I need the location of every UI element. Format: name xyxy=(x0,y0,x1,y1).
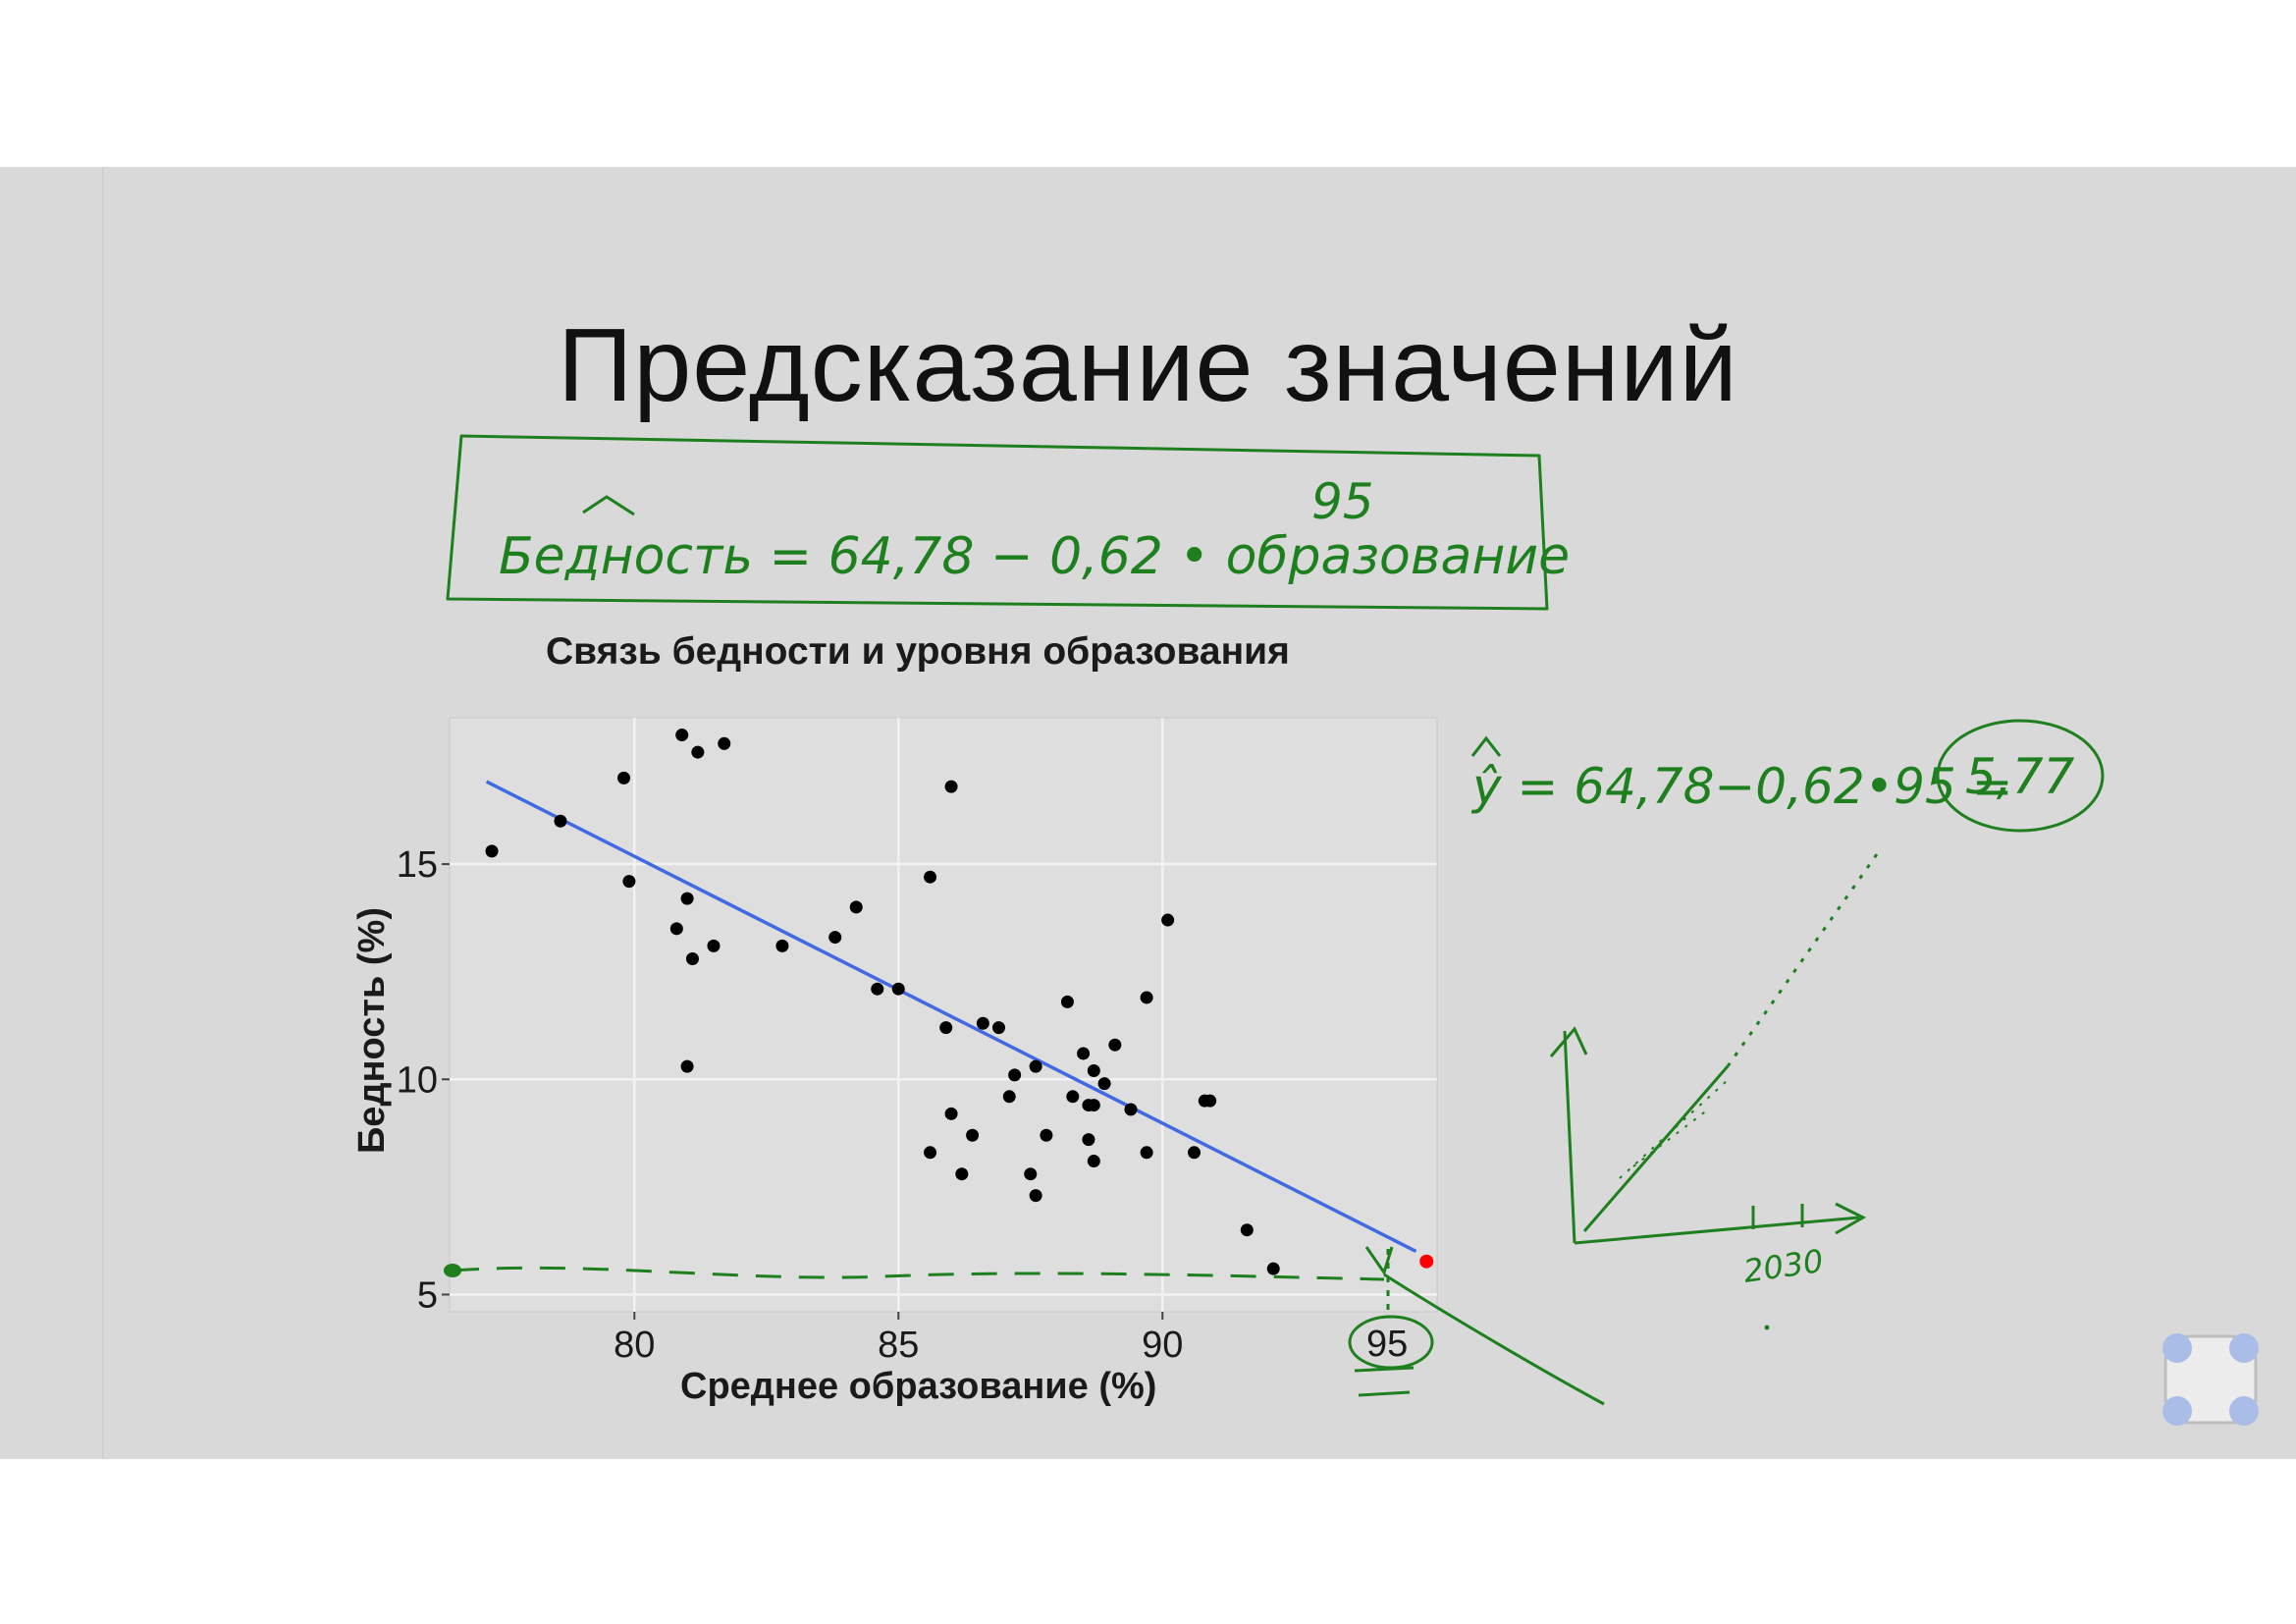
data-point xyxy=(669,922,683,936)
x-axis-underline-marks xyxy=(1354,1366,1415,1397)
data-point xyxy=(1077,1047,1091,1060)
data-points xyxy=(485,729,1280,1275)
data-point xyxy=(1082,1133,1095,1147)
data-point xyxy=(1087,1155,1100,1168)
data-point xyxy=(1266,1262,1280,1275)
y-tick-label: 15 xyxy=(397,844,438,886)
data-point xyxy=(924,870,937,884)
sketch-trend-line xyxy=(1582,1065,1730,1232)
data-point xyxy=(1124,1103,1138,1116)
hat-icon xyxy=(582,495,635,516)
y-tick-label: 10 xyxy=(397,1059,438,1101)
data-point xyxy=(1029,1189,1042,1203)
data-point xyxy=(1140,1146,1153,1160)
data-point xyxy=(1008,1068,1022,1082)
data-point xyxy=(622,875,636,889)
data-point xyxy=(691,745,705,759)
data-point xyxy=(871,982,884,996)
formula-box xyxy=(446,434,1549,611)
app-grid-icon xyxy=(2163,1333,2259,1426)
data-point xyxy=(849,900,863,914)
data-point xyxy=(707,939,721,952)
data-point xyxy=(939,1021,953,1035)
data-point xyxy=(966,1128,980,1142)
x-axis-circled-label: 95 xyxy=(1366,1324,1408,1365)
x-tick-label: 90 xyxy=(1142,1325,1183,1366)
sketch-dotted-extension xyxy=(1726,853,1879,1067)
x-tick-label: 85 xyxy=(878,1325,919,1366)
sketch-axis-label: 2030 xyxy=(1741,1242,1826,1290)
projection-dashed-line xyxy=(453,1266,1385,1281)
data-point xyxy=(991,1021,1005,1035)
x-gridlines xyxy=(633,718,1164,1312)
data-point xyxy=(680,892,694,905)
y-tick-label: 5 xyxy=(417,1274,438,1316)
prediction-result: 5,77 xyxy=(1965,748,2075,805)
slide-title: Предсказание значений xyxy=(558,307,1738,423)
data-point xyxy=(955,1167,969,1181)
data-point xyxy=(675,729,689,742)
data-point xyxy=(485,844,499,858)
data-point xyxy=(1024,1167,1038,1181)
prediction-equation: ŷ = 64,78−0,62•95 = xyxy=(1470,758,2013,815)
y-hat-icon xyxy=(1470,735,1502,757)
x-tick-label: 80 xyxy=(614,1325,655,1366)
data-point xyxy=(944,1107,958,1120)
result-circle xyxy=(1936,719,2105,833)
data-point xyxy=(828,931,842,945)
x-tick-labels: 80 85 90 xyxy=(614,1325,1183,1366)
plot-panel xyxy=(449,717,1438,1313)
data-point xyxy=(1097,1077,1111,1091)
sketch-scatter-dots xyxy=(1619,1079,1729,1179)
data-point xyxy=(1029,1059,1042,1073)
data-point xyxy=(1002,1090,1016,1104)
regression-line xyxy=(485,780,1417,1254)
data-point xyxy=(1087,1063,1100,1077)
data-point xyxy=(1203,1094,1217,1108)
data-point xyxy=(1060,995,1074,1008)
data-point xyxy=(718,736,731,750)
data-point xyxy=(1140,991,1153,1004)
y-tick-marks xyxy=(442,863,450,1296)
y-axis-title: Бедность (%) xyxy=(351,907,393,1154)
line-extension-stroke xyxy=(1383,1272,1605,1406)
formula-text: Бедность = 64,78 − 0,62 • образование xyxy=(499,527,1570,586)
data-point xyxy=(617,771,631,785)
data-point xyxy=(1161,913,1175,927)
data-point xyxy=(944,780,958,793)
sketch-x-axis-arrow xyxy=(1574,1202,1867,1245)
data-point xyxy=(1108,1038,1122,1052)
slide-edge xyxy=(102,167,104,1459)
formula-overlay-95: 95 xyxy=(1311,473,1374,530)
data-point xyxy=(554,814,567,828)
data-point xyxy=(976,1016,989,1030)
arrowhead-icon xyxy=(1364,1246,1394,1276)
x-axis-title: Среднее образование (%) xyxy=(680,1366,1156,1407)
data-point xyxy=(1087,1099,1100,1112)
sketch-y-axis-arrow xyxy=(1549,1026,1588,1244)
chart-title: Связь бедности и уровня образования xyxy=(546,630,1290,673)
sketch-dot xyxy=(1764,1325,1770,1330)
data-point xyxy=(775,939,789,952)
y-gridlines xyxy=(450,862,1437,1296)
projection-y-marker xyxy=(444,1264,461,1277)
y-tick-labels: 5 10 15 xyxy=(397,844,438,1316)
predicted-point xyxy=(1419,1254,1434,1269)
data-point xyxy=(891,982,905,996)
sketch-tick-marks xyxy=(1751,1204,1804,1229)
data-point xyxy=(1066,1090,1080,1104)
data-point xyxy=(680,1059,694,1073)
x-tick-marks xyxy=(633,1312,1164,1320)
data-point xyxy=(924,1146,937,1160)
data-point xyxy=(1240,1223,1254,1237)
data-point xyxy=(1188,1146,1201,1160)
floating-app-button[interactable] xyxy=(2158,1328,2264,1431)
data-point xyxy=(685,952,699,966)
data-point xyxy=(1040,1128,1053,1142)
